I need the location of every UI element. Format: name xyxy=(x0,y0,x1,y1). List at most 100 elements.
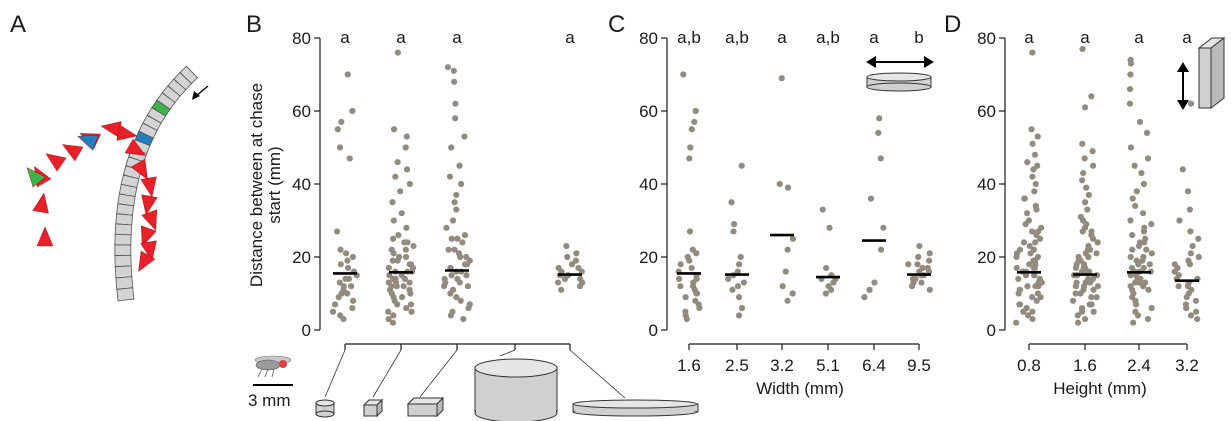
data-point xyxy=(1146,261,1153,268)
data-point xyxy=(449,217,457,224)
data-point xyxy=(1183,294,1190,301)
target-segment xyxy=(115,213,133,226)
y-tick-label: 80 xyxy=(292,29,311,48)
arrowhead-left xyxy=(866,56,876,68)
data-point xyxy=(575,264,582,272)
chart-c: 0 20 40 60 80 1.6 a,b 2.5 a,b 3.2 a 5.1 a,b 6.4 a 9.5 b W… xyxy=(639,28,934,398)
data-point xyxy=(1192,297,1199,304)
data-point xyxy=(822,290,830,297)
data-point xyxy=(740,279,748,286)
fly-position-marker xyxy=(32,192,49,214)
data-point xyxy=(866,286,873,293)
data-point xyxy=(725,275,732,282)
data-point xyxy=(448,272,455,279)
data-point xyxy=(1186,206,1194,213)
data-point xyxy=(346,155,353,162)
data-point xyxy=(1032,283,1039,290)
data-point xyxy=(407,290,414,297)
data-point xyxy=(447,312,455,319)
data-point xyxy=(1129,246,1136,253)
data-point xyxy=(1026,242,1033,250)
data-point xyxy=(735,312,743,319)
data-point xyxy=(1078,308,1086,315)
data-point xyxy=(1194,315,1201,323)
target-segment xyxy=(114,223,133,236)
data-point xyxy=(1129,286,1136,293)
x-tick-label: 2.5 xyxy=(725,356,749,375)
data-point xyxy=(1036,235,1044,242)
data-point xyxy=(914,261,921,268)
data-point xyxy=(400,283,407,290)
target-segment xyxy=(114,244,132,256)
data-point xyxy=(1086,246,1094,253)
data-point xyxy=(1132,279,1139,286)
data-point xyxy=(458,180,465,188)
data-point xyxy=(1136,118,1144,126)
data-point xyxy=(445,246,452,253)
data-point xyxy=(1132,301,1140,308)
fly-mid-marker xyxy=(77,135,99,151)
data-point xyxy=(1129,232,1136,239)
data-point xyxy=(331,301,339,308)
cylinder-short-bottom xyxy=(315,410,335,418)
data-point xyxy=(457,297,464,304)
connector-line xyxy=(324,349,346,398)
data-point xyxy=(784,297,791,304)
fly-position-marker xyxy=(130,158,148,180)
direction-arrowhead xyxy=(192,91,200,100)
data-point xyxy=(408,308,415,315)
data-point xyxy=(738,305,746,312)
data-point xyxy=(460,315,467,323)
panel-letter-d: D xyxy=(944,11,961,38)
data-point xyxy=(403,224,410,231)
data-point xyxy=(1013,250,1021,257)
data-point xyxy=(782,268,789,275)
y-tick-label: 80 xyxy=(977,29,996,48)
data-point xyxy=(461,261,469,268)
data-point xyxy=(389,319,397,326)
fly-position-marker xyxy=(45,153,67,172)
data-point xyxy=(915,253,922,261)
data-point xyxy=(349,305,356,312)
data-point xyxy=(1140,264,1147,272)
cube-icon-side xyxy=(376,398,383,418)
data-point xyxy=(443,224,450,231)
data-point xyxy=(693,290,700,297)
data-point xyxy=(1023,210,1031,217)
data-point xyxy=(871,279,878,286)
data-point xyxy=(784,246,791,253)
data-point xyxy=(450,67,457,74)
data-point xyxy=(876,115,883,122)
data-point xyxy=(675,275,683,282)
data-point xyxy=(1187,312,1195,319)
data-point xyxy=(1079,228,1086,235)
data-point xyxy=(693,250,700,257)
significance-label: a xyxy=(340,28,350,47)
data-point xyxy=(386,272,393,279)
significance-label: a xyxy=(777,28,787,47)
data-point xyxy=(333,228,341,235)
data-point xyxy=(1080,264,1087,272)
data-point xyxy=(734,283,742,290)
data-point xyxy=(1031,257,1039,264)
data-point xyxy=(1016,286,1023,293)
fly-position-marker xyxy=(140,240,157,262)
data-point xyxy=(1195,253,1202,261)
data-point xyxy=(916,242,923,250)
data-point xyxy=(392,275,399,282)
data-point xyxy=(573,250,580,257)
data-point xyxy=(403,133,410,140)
data-point xyxy=(554,279,562,286)
data-point xyxy=(464,283,472,290)
data-point xyxy=(403,305,410,312)
data-point xyxy=(686,155,693,162)
data-point xyxy=(1127,217,1134,224)
data-point xyxy=(1081,104,1089,111)
data-point xyxy=(1081,155,1088,162)
cylinder-short-top xyxy=(315,399,335,407)
x-tick-label: 1.6 xyxy=(1073,356,1097,375)
data-point xyxy=(880,224,887,231)
data-point xyxy=(1034,133,1041,140)
data-point xyxy=(398,210,405,217)
data-point xyxy=(688,264,695,272)
